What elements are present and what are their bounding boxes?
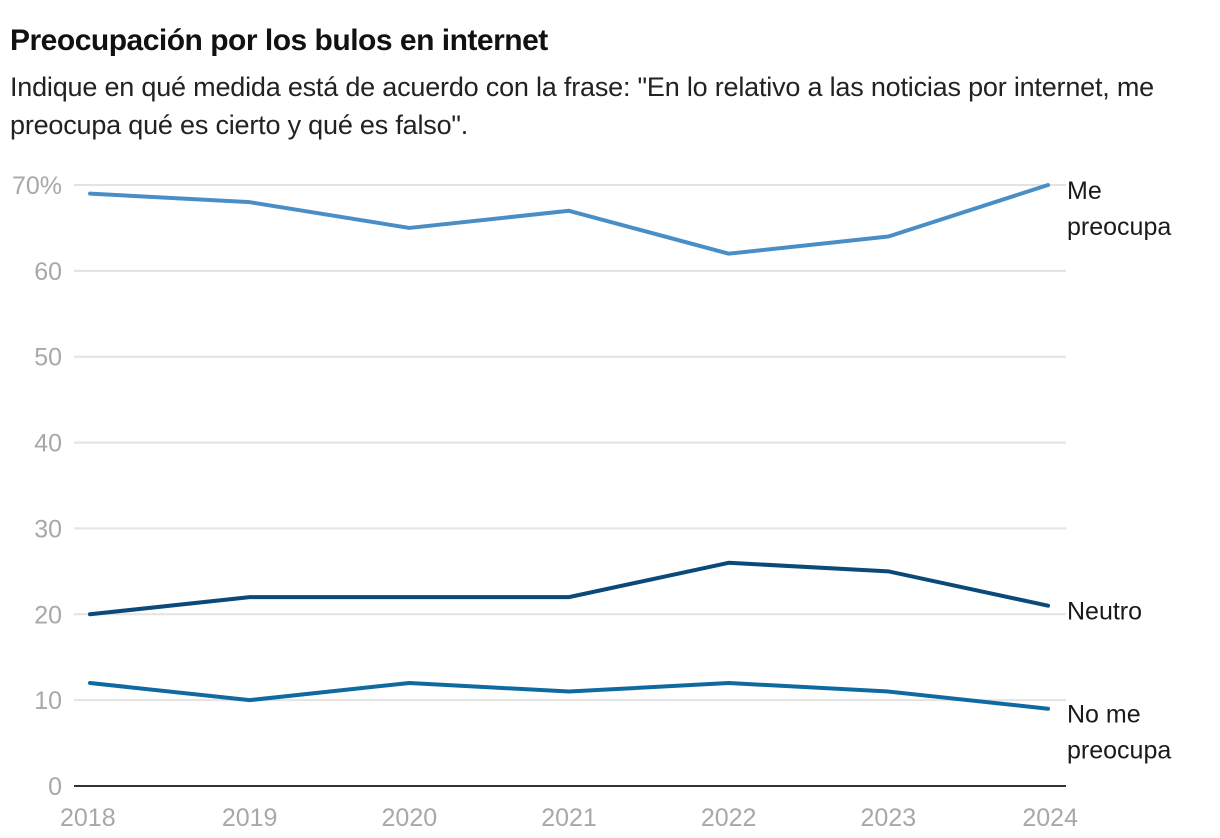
y-tick-label: 30 (34, 515, 62, 543)
x-tick-label: 2024 (1022, 804, 1078, 832)
gridlines (74, 184, 1066, 702)
y-tick-label: 40 (34, 430, 62, 458)
series-line-neutro (88, 560, 1050, 617)
y-tick-label: 60 (34, 258, 62, 286)
chart-subtitle: Indique en qué medida está de acuerdo co… (10, 72, 1154, 140)
x-tick-label: 2022 (701, 804, 757, 832)
series-label-neutro: Neutro (1067, 598, 1142, 626)
series-labels: Me preocupa Neutro No me preocupa (1067, 177, 1171, 765)
series-label-line: preocupa (1067, 213, 1171, 241)
y-tick-label: 20 (34, 601, 62, 629)
series-line-me-preocupa (88, 183, 1050, 256)
x-tick-label: 2023 (861, 804, 917, 832)
series-label-no-me-preocupa: No me preocupa (1067, 701, 1171, 765)
x-axis-ticks: 2018 2019 2020 2021 2022 2023 2024 (60, 804, 1078, 832)
y-tick-label: 70% (12, 172, 62, 200)
y-tick-label: 10 (34, 687, 62, 715)
series-label-line: Neutro (1067, 598, 1142, 626)
x-tick-label: 2020 (382, 804, 438, 832)
chart-title: Preocupación por los bulos en internet (10, 24, 548, 57)
series-label-line: preocupa (1067, 737, 1171, 765)
series-line-no-me-preocupa (88, 680, 1050, 711)
series-label-line: No me (1067, 701, 1141, 729)
series-label-me-preocupa: Me preocupa (1067, 177, 1171, 241)
x-tick-label: 2018 (60, 804, 116, 832)
y-tick-label: 50 (34, 344, 62, 372)
series-label-line: Me (1067, 177, 1102, 205)
x-tick-label: 2021 (541, 804, 597, 832)
series-lines (88, 183, 1050, 711)
y-axis-ticks: 0 10 20 30 40 50 60 70% (12, 172, 62, 801)
y-tick-label: 0 (48, 773, 62, 801)
x-tick-label: 2019 (222, 804, 278, 832)
